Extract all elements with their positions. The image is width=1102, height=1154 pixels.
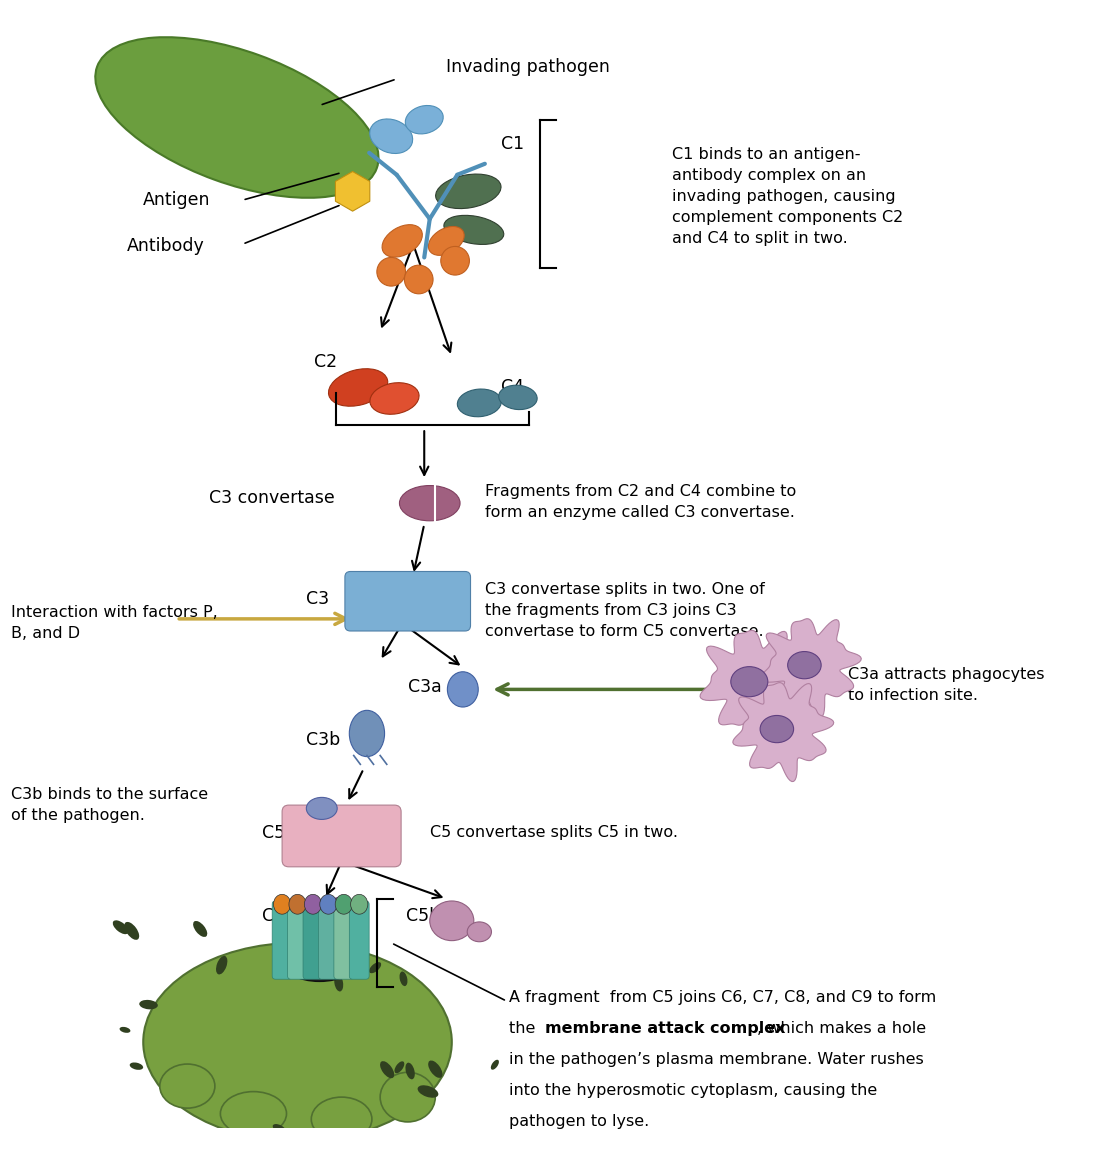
Text: C5a: C5a	[262, 907, 296, 926]
FancyBboxPatch shape	[288, 901, 307, 980]
Ellipse shape	[160, 1064, 215, 1108]
Ellipse shape	[788, 652, 821, 679]
Ellipse shape	[193, 921, 207, 937]
Ellipse shape	[444, 216, 504, 245]
Ellipse shape	[400, 972, 408, 987]
Text: C3 convertase splits in two. One of
the fragments from C3 joins C3
convertase to: C3 convertase splits in two. One of the …	[485, 582, 765, 638]
Ellipse shape	[467, 922, 491, 942]
Text: C3a attracts phagocytes
to infection site.: C3a attracts phagocytes to infection sit…	[849, 667, 1045, 703]
Ellipse shape	[125, 922, 139, 939]
Ellipse shape	[457, 389, 501, 417]
Text: Fragments from C2 and C4 combine to
form an enzyme called C3 convertase.: Fragments from C2 and C4 combine to form…	[485, 484, 796, 520]
Ellipse shape	[272, 1124, 285, 1133]
Text: membrane attack complex: membrane attack complex	[545, 1021, 786, 1036]
Ellipse shape	[490, 1059, 499, 1070]
FancyBboxPatch shape	[334, 901, 354, 980]
Ellipse shape	[292, 900, 336, 942]
Ellipse shape	[349, 711, 385, 757]
Ellipse shape	[139, 999, 158, 1010]
Ellipse shape	[430, 1130, 445, 1138]
Ellipse shape	[220, 1092, 287, 1136]
Text: pathogen to lyse.: pathogen to lyse.	[509, 1114, 649, 1129]
Text: C3b: C3b	[306, 732, 341, 749]
Ellipse shape	[430, 901, 474, 941]
Circle shape	[441, 247, 469, 275]
FancyBboxPatch shape	[282, 805, 401, 867]
Ellipse shape	[370, 383, 419, 414]
Text: C5: C5	[262, 824, 285, 841]
FancyBboxPatch shape	[272, 901, 292, 980]
Text: into the hyperosmotic cytoplasm, causing the: into the hyperosmotic cytoplasm, causing…	[509, 1082, 877, 1097]
Ellipse shape	[284, 1138, 298, 1147]
Ellipse shape	[335, 894, 353, 914]
Ellipse shape	[406, 1063, 414, 1079]
Ellipse shape	[138, 1146, 147, 1154]
Ellipse shape	[418, 1085, 439, 1097]
Ellipse shape	[731, 667, 768, 697]
Ellipse shape	[120, 1027, 130, 1033]
Text: Antigen: Antigen	[143, 192, 210, 209]
Text: Antibody: Antibody	[127, 238, 205, 255]
Ellipse shape	[304, 894, 322, 914]
Ellipse shape	[143, 943, 452, 1141]
Text: in the pathogen’s plasma membrane. Water rushes: in the pathogen’s plasma membrane. Water…	[509, 1052, 923, 1067]
Ellipse shape	[429, 226, 464, 255]
Ellipse shape	[334, 974, 343, 991]
Ellipse shape	[273, 894, 291, 914]
FancyBboxPatch shape	[345, 571, 471, 631]
Ellipse shape	[760, 715, 793, 743]
Text: C1 binds to an antigen-
antibody complex on an
invading pathogen, causing
comple: C1 binds to an antigen- antibody complex…	[672, 148, 904, 246]
Ellipse shape	[380, 1072, 435, 1122]
Ellipse shape	[328, 369, 388, 406]
Text: C3 convertase: C3 convertase	[209, 488, 335, 507]
Text: Interaction with factors P,
B, and D: Interaction with factors P, B, and D	[11, 606, 218, 642]
Ellipse shape	[395, 1062, 404, 1073]
Ellipse shape	[337, 1131, 354, 1146]
Polygon shape	[760, 619, 862, 718]
Ellipse shape	[406, 105, 443, 134]
Ellipse shape	[216, 956, 227, 974]
Polygon shape	[733, 683, 834, 781]
Ellipse shape	[447, 672, 478, 707]
Text: C3b binds to the surface
of the pathogen.: C3b binds to the surface of the pathogen…	[11, 787, 208, 823]
Text: Invading pathogen: Invading pathogen	[446, 58, 611, 76]
Circle shape	[404, 265, 433, 294]
Text: C2: C2	[314, 353, 337, 372]
Text: the: the	[509, 1021, 541, 1036]
Ellipse shape	[380, 1062, 395, 1078]
FancyBboxPatch shape	[318, 901, 338, 980]
Text: A fragment  from C5 joins C6, C7, C8, and C9 to form: A fragment from C5 joins C6, C7, C8, and…	[509, 990, 937, 1005]
Text: C4: C4	[501, 379, 525, 397]
Ellipse shape	[369, 962, 381, 973]
Text: C5b: C5b	[406, 907, 440, 926]
Text: C5 convertase splits C5 in two.: C5 convertase splits C5 in two.	[430, 825, 678, 840]
FancyBboxPatch shape	[349, 901, 369, 980]
Text: C3a: C3a	[408, 679, 442, 696]
Ellipse shape	[289, 894, 306, 914]
Text: C1: C1	[501, 135, 525, 153]
Ellipse shape	[435, 174, 501, 209]
Ellipse shape	[159, 1145, 171, 1154]
Ellipse shape	[382, 225, 422, 257]
Ellipse shape	[499, 385, 537, 410]
FancyBboxPatch shape	[303, 901, 323, 980]
Ellipse shape	[429, 1061, 443, 1078]
Ellipse shape	[95, 37, 378, 197]
Ellipse shape	[112, 920, 129, 935]
Text: C3: C3	[306, 590, 329, 608]
Ellipse shape	[280, 937, 359, 981]
Circle shape	[377, 257, 406, 286]
Ellipse shape	[328, 898, 348, 922]
Ellipse shape	[130, 1063, 143, 1070]
Ellipse shape	[311, 1097, 371, 1141]
Ellipse shape	[350, 894, 368, 914]
Ellipse shape	[320, 894, 337, 914]
Ellipse shape	[369, 119, 412, 153]
Ellipse shape	[399, 486, 460, 520]
Text: , which makes a hole: , which makes a hole	[757, 1021, 926, 1036]
Polygon shape	[700, 630, 811, 740]
Ellipse shape	[306, 797, 337, 819]
